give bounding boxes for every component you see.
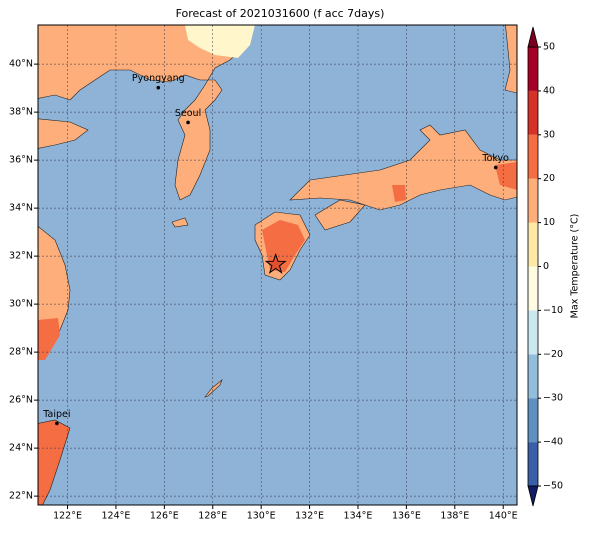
colorbar-tick-label: 0 <box>543 261 549 272</box>
colorbar-over <box>527 26 539 48</box>
colorbar-tick-label: −10 <box>543 305 563 316</box>
jeju <box>171 217 189 228</box>
x-tick-label: 136°E <box>392 511 421 522</box>
warm-patch <box>38 318 60 360</box>
colorbar-label: Max Temperature (°C) <box>570 214 581 319</box>
y-tick-label: 38°N <box>9 107 33 118</box>
x-tick-label: 134°E <box>344 511 373 522</box>
honshu-warm <box>392 162 517 202</box>
city-label: Taipei <box>42 409 70 420</box>
colorbar-tick-label: 40 <box>543 85 555 96</box>
y-tick-label: 30°N <box>9 299 33 310</box>
star-marker <box>264 252 287 274</box>
colorbar-bin <box>528 266 538 311</box>
city-dot <box>156 85 161 90</box>
cities: Pyongyang Seoul Tokyo Taipei <box>42 73 509 426</box>
x-tick-label: 140°E <box>489 511 518 522</box>
x-tick-label: 138°E <box>440 511 469 522</box>
x-tick-label: 130°E <box>247 511 276 522</box>
colorbar-bin <box>528 354 538 399</box>
x-tick-label: 128°E <box>198 511 227 522</box>
colorbar-tick-label: 20 <box>543 173 555 184</box>
taiwan <box>38 419 71 505</box>
grid <box>38 25 517 505</box>
colorbar-tick-label: 30 <box>543 129 555 140</box>
colorbar-tick-label: −40 <box>543 437 563 448</box>
x-tick-label: 132°E <box>295 511 324 522</box>
axes: 122°E 124°E 126°E 128°E 130°E 132°E 134°E 136°E… <box>9 59 518 522</box>
cool-patch <box>185 25 255 58</box>
colorbar-tick-label: −30 <box>543 393 563 404</box>
colorbar-bin <box>528 310 538 355</box>
x-tick-label: 126°E <box>150 511 179 522</box>
colorbar-bin <box>528 47 538 91</box>
title: Forecast of 2021031600 (f acc 7days) <box>176 7 385 20</box>
city-dot <box>55 421 59 426</box>
city-label: Tokyo <box>481 153 509 164</box>
colorbar-bin <box>528 222 538 267</box>
hokkaido <box>504 25 517 94</box>
city-label: Pyongyang <box>132 73 185 84</box>
colorbar-tick-label: 10 <box>543 217 555 228</box>
city-dot <box>186 120 190 125</box>
city-dot <box>493 165 498 170</box>
y-tick-label: 28°N <box>9 347 33 358</box>
shikoku <box>314 199 366 231</box>
x-tick-label: 124°E <box>101 511 130 522</box>
colorbar-bin <box>528 398 538 443</box>
y-tick-label: 32°N <box>9 251 33 262</box>
kyushu-warm <box>262 220 305 272</box>
city-label: Seoul <box>175 108 201 119</box>
y-tick-label: 24°N <box>9 443 33 454</box>
colorbar-tick-label: −50 <box>543 481 563 492</box>
shandong <box>38 118 89 149</box>
colorbar-bin <box>528 134 538 179</box>
okinawa <box>204 379 223 398</box>
y-tick-label: 40°N <box>9 59 33 70</box>
map-frame <box>37 24 518 506</box>
colorbar-under <box>527 485 539 507</box>
colorbar-tick-label: −20 <box>543 349 563 360</box>
y-tick-label: 22°N <box>9 491 33 502</box>
map: Pyongyang Seoul Tokyo Taipei <box>38 25 517 505</box>
colorbar-bin <box>528 442 538 486</box>
y-tick-label: 34°N <box>9 203 33 214</box>
colorbar: −50 −40 −30 −20 −10 0 10 20 30 40 50 <box>527 26 563 507</box>
colorbar-bin <box>528 90 538 135</box>
y-tick-label: 26°N <box>9 395 33 406</box>
colorbar-tick-label: 50 <box>543 42 555 53</box>
x-tick-label: 122°E <box>53 511 82 522</box>
y-tick-label: 36°N <box>9 155 33 166</box>
colorbar-bin <box>528 178 538 223</box>
mainland <box>38 25 252 201</box>
honshu <box>289 124 517 211</box>
